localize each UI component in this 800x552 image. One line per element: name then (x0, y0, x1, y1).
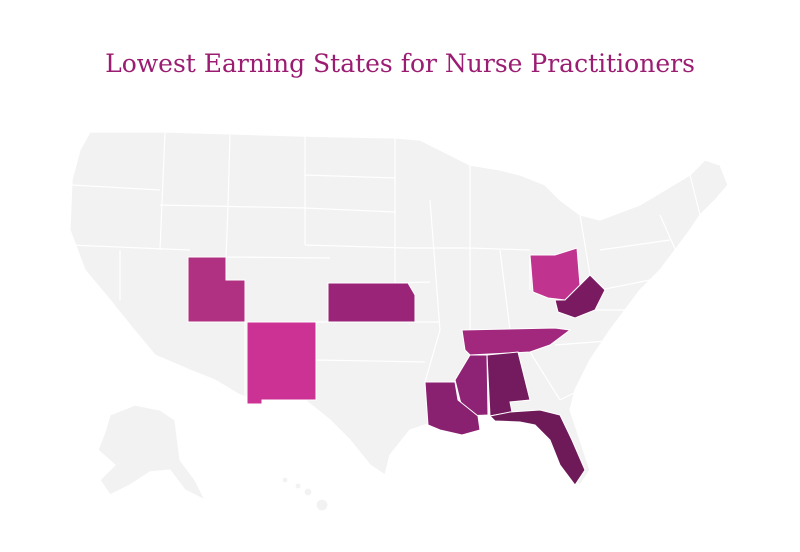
state-florida (488, 409, 586, 486)
state-kansas (327, 282, 416, 323)
state-borders (69, 131, 701, 402)
state-new-mexico (246, 321, 317, 405)
map-title: Lowest Earning States for Nurse Practiti… (105, 49, 695, 78)
state-west-virginia (554, 274, 606, 319)
state-tennessee (461, 327, 572, 356)
highlighted-states (187, 247, 606, 486)
hawaii-island (315, 498, 329, 512)
hawaii-island (281, 476, 289, 484)
alaska (97, 404, 207, 502)
hawaii (281, 476, 329, 512)
hawaii-island (303, 487, 313, 497)
hawaii-island (294, 482, 302, 490)
state-louisiana (424, 381, 481, 436)
state-utah (187, 256, 246, 323)
